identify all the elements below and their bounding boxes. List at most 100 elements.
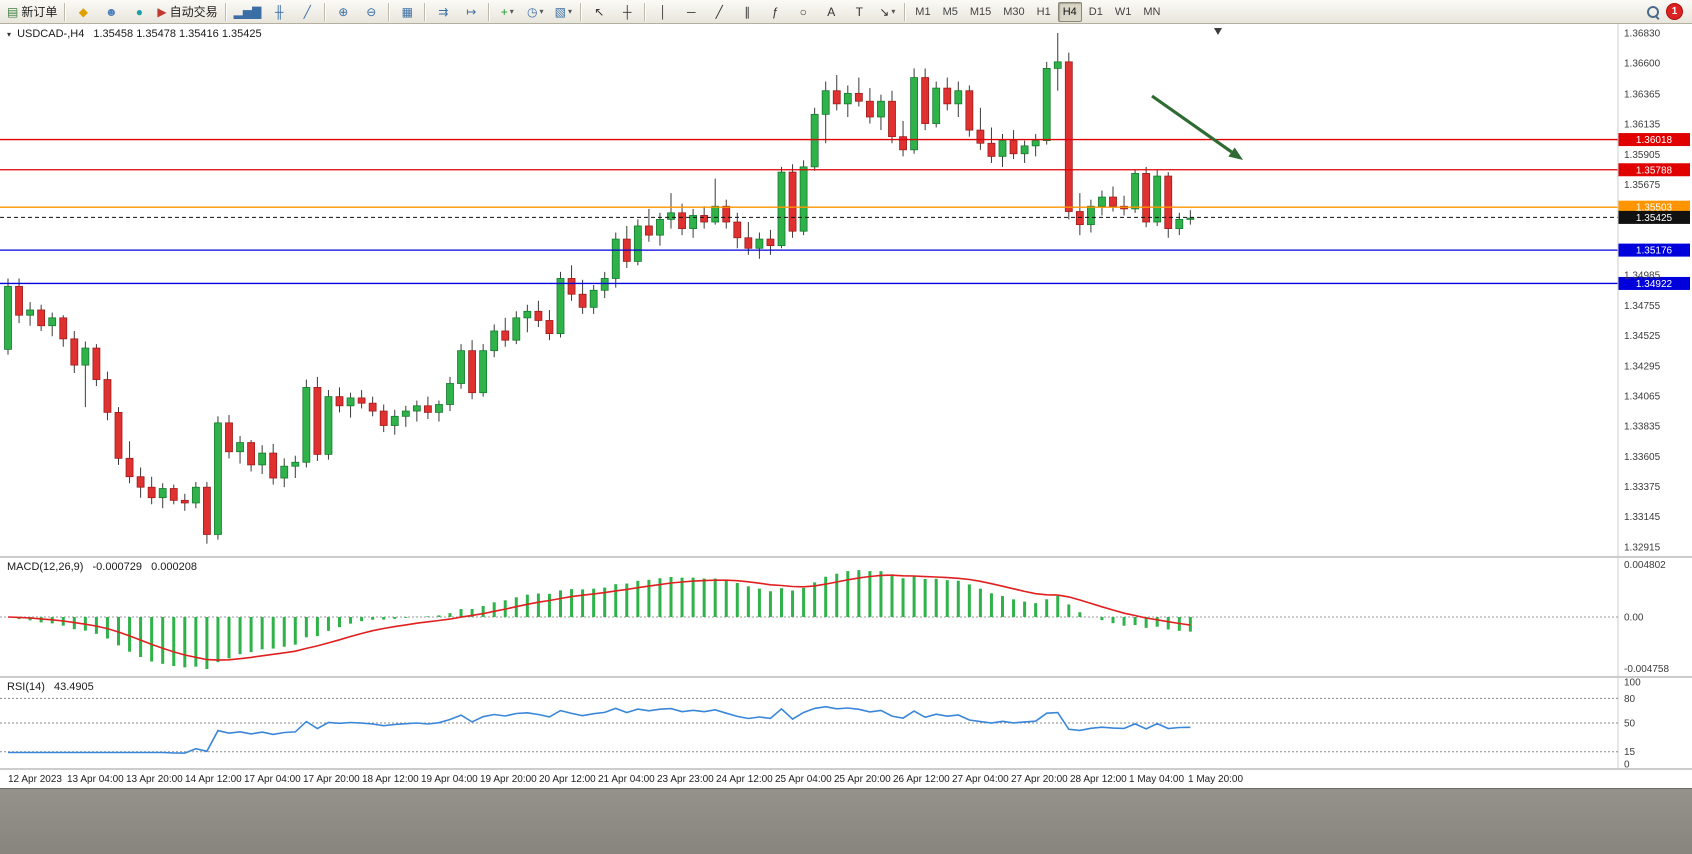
price-line-badge: [1618, 200, 1690, 214]
candle: [125, 457, 134, 478]
toolbar-separator: [580, 2, 583, 21]
horizontal-line-icon: ─: [687, 4, 696, 19]
accounts-button[interactable]: ☻: [98, 1, 124, 23]
indicators-button[interactable]: + ▾: [494, 1, 520, 23]
price-axis-tick: 1.33375: [1624, 482, 1661, 493]
time-axis-label: 18 Apr 12:00: [362, 774, 419, 785]
candle: [1098, 196, 1106, 207]
price-axis-tick: 1.34065: [1624, 391, 1661, 402]
fibonacci-button[interactable]: ƒ: [762, 1, 788, 23]
notification-badge[interactable]: 1: [1666, 3, 1683, 20]
candle: [998, 140, 1007, 157]
horizontal-line-button[interactable]: ─: [678, 1, 704, 23]
time-axis-label: 25 Apr 20:00: [834, 774, 891, 785]
candle: [479, 350, 488, 394]
cursor-button[interactable]: ↖: [586, 1, 612, 23]
trendline-button[interactable]: ╱: [706, 1, 732, 23]
timeframe-m5-button[interactable]: M5: [942, 5, 958, 18]
channel-icon: ∥: [744, 4, 751, 19]
price-axis-tick: 1.36365: [1624, 90, 1661, 101]
timeframe-mn-button[interactable]: MN: [1143, 5, 1161, 18]
candle: [379, 410, 388, 426]
candle: [777, 171, 786, 247]
candle: [247, 442, 256, 466]
auto-scroll-button[interactable]: ⇉: [430, 1, 456, 23]
text-button[interactable]: A: [818, 1, 844, 23]
toolbar-separator: [324, 2, 327, 21]
timeframe-w1-button[interactable]: W1: [1114, 5, 1132, 18]
timeframe-m30-button[interactable]: M30: [1003, 5, 1025, 18]
chart-window[interactable]: 1.36018 1.35788 1.35503 1.35176 1.34922 1.354…: [0, 24, 1692, 789]
candle: [589, 289, 598, 308]
indicators-icon: +: [500, 4, 508, 19]
candlestick-chart-icon: ╫: [275, 4, 284, 19]
crosshair-button[interactable]: ┼: [614, 1, 640, 23]
candle: [799, 166, 808, 232]
chart-shift-button[interactable]: ↦: [458, 1, 484, 23]
text-label-button[interactable]: T: [846, 1, 872, 23]
price-line-badge-label: 1.34922: [1636, 279, 1673, 290]
price-chart[interactable]: 1.36018 1.35788 1.35503 1.35176 1.34922 1.354…: [0, 24, 1692, 788]
zoom-in-button[interactable]: ⊕: [330, 1, 356, 23]
timeframe-h1-button[interactable]: H1: [1036, 5, 1051, 18]
macd-histogram: [17, 570, 1192, 669]
candle: [136, 476, 145, 488]
toolbar-separator: [64, 2, 67, 21]
metaeditor-button[interactable]: ◆: [70, 1, 96, 23]
price-line-badge-label: 1.35176: [1636, 246, 1673, 257]
text-icon: A: [827, 4, 836, 19]
auto-trading-button[interactable]: ▶ 自动交易: [154, 1, 220, 23]
bar-chart-button[interactable]: ▂▅▇: [231, 1, 265, 23]
timeframe-h4-button[interactable]: H4: [1057, 1, 1082, 22]
annotation-arrow-head[interactable]: [1228, 147, 1243, 160]
price-line-badge: [1618, 163, 1690, 177]
time-axis-label: 26 Apr 12:00: [893, 774, 950, 785]
timeframe-d1-button[interactable]: D1: [1088, 5, 1103, 18]
shapes-icon: ○: [799, 4, 807, 19]
candle: [854, 92, 863, 102]
toolbar-separator: [224, 2, 227, 21]
candlestick-chart-button[interactable]: ╫: [266, 1, 292, 23]
candle: [202, 486, 211, 535]
shapes-button[interactable]: ○: [790, 1, 816, 23]
candle: [556, 278, 565, 335]
candle: [700, 215, 709, 223]
zoom-out-button[interactable]: ⊖: [358, 1, 384, 23]
timeframe-m1-button[interactable]: M1: [915, 5, 931, 18]
workspace-background: [0, 789, 1692, 854]
candles-group: [4, 32, 1195, 544]
candle: [512, 317, 521, 341]
channel-button[interactable]: ∥: [734, 1, 760, 23]
arrows-button[interactable]: ↘ ▾: [874, 1, 900, 23]
text-label-icon: T: [855, 4, 863, 19]
new-order-button-label: 新订单: [21, 5, 58, 19]
timeframe-m15-button[interactable]: M15: [969, 5, 992, 18]
candle: [877, 100, 885, 118]
auto-trading-button-label: 自动交易: [169, 5, 218, 19]
chart-shift-marker[interactable]: [1214, 28, 1222, 35]
periods-button[interactable]: ◷ ▾: [522, 1, 548, 23]
candle: [633, 225, 642, 262]
zoom-out-icon: ⊖: [366, 4, 377, 19]
line-chart-button[interactable]: ╱: [294, 1, 320, 23]
community-button[interactable]: ●: [126, 1, 152, 23]
vertical-line-button[interactable]: │: [650, 1, 676, 23]
templates-button[interactable]: ▧ ▾: [550, 1, 576, 23]
candle: [158, 488, 167, 499]
candle: [1131, 173, 1139, 210]
tile-windows-button[interactable]: ▦: [394, 1, 420, 23]
rsi-axis-tick: 0: [1624, 760, 1630, 771]
candle: [578, 293, 587, 308]
annotation-arrow-line[interactable]: [1151, 94, 1233, 154]
candle: [667, 212, 675, 220]
candle: [866, 100, 874, 118]
candle: [843, 92, 852, 105]
candle: [1153, 175, 1162, 223]
search-icon[interactable]: [1646, 5, 1660, 19]
candle: [1031, 140, 1040, 147]
candle: [258, 452, 267, 466]
chart-shift-icon: ↦: [466, 4, 477, 19]
price-line-badge: [1618, 133, 1690, 147]
new-order-button[interactable]: ▤ 新订单: [4, 1, 60, 23]
candle: [932, 87, 941, 124]
